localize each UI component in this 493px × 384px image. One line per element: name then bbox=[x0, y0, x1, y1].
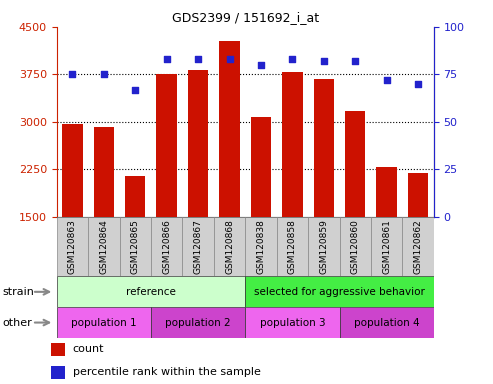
Text: GSM120868: GSM120868 bbox=[225, 219, 234, 274]
Bar bbox=[156, 74, 177, 217]
Point bbox=[383, 77, 390, 83]
Bar bbox=[282, 72, 303, 217]
Text: GSM120863: GSM120863 bbox=[68, 219, 77, 274]
Bar bbox=[377, 167, 397, 217]
Point bbox=[226, 56, 234, 62]
Bar bbox=[94, 127, 114, 217]
Bar bbox=[182, 217, 214, 276]
Bar bbox=[151, 307, 245, 338]
Bar bbox=[345, 111, 365, 217]
Text: population 3: population 3 bbox=[260, 318, 325, 328]
Text: GSM120867: GSM120867 bbox=[194, 219, 203, 274]
Text: reference: reference bbox=[126, 287, 176, 297]
Text: population 2: population 2 bbox=[165, 318, 231, 328]
Bar bbox=[277, 217, 308, 276]
Bar bbox=[62, 124, 83, 217]
Bar bbox=[188, 70, 209, 217]
Point bbox=[414, 81, 422, 87]
Text: strain: strain bbox=[2, 287, 35, 297]
Text: GSM120864: GSM120864 bbox=[99, 219, 108, 274]
Bar bbox=[314, 79, 334, 217]
Bar bbox=[245, 217, 277, 276]
Point bbox=[257, 62, 265, 68]
Point bbox=[320, 58, 328, 64]
Text: GSM120862: GSM120862 bbox=[414, 219, 423, 274]
Text: GSM120838: GSM120838 bbox=[256, 219, 266, 274]
Bar bbox=[57, 307, 151, 338]
Bar bbox=[308, 217, 340, 276]
Point bbox=[100, 71, 108, 78]
Text: GSM120859: GSM120859 bbox=[319, 219, 328, 274]
Text: GSM120861: GSM120861 bbox=[382, 219, 391, 274]
Bar bbox=[245, 276, 434, 307]
Bar bbox=[219, 41, 240, 217]
Text: population 1: population 1 bbox=[71, 318, 137, 328]
Bar bbox=[88, 217, 119, 276]
Bar bbox=[245, 307, 340, 338]
Text: GSM120860: GSM120860 bbox=[351, 219, 360, 274]
Bar bbox=[402, 217, 434, 276]
Point bbox=[131, 86, 139, 93]
Text: other: other bbox=[2, 318, 32, 328]
Text: count: count bbox=[73, 344, 104, 354]
Text: percentile rank within the sample: percentile rank within the sample bbox=[73, 367, 261, 377]
Text: GSM120866: GSM120866 bbox=[162, 219, 171, 274]
Bar bbox=[251, 118, 271, 217]
Bar bbox=[50, 366, 65, 379]
Bar bbox=[340, 307, 434, 338]
Bar bbox=[408, 173, 428, 217]
Text: GSM120858: GSM120858 bbox=[288, 219, 297, 274]
Bar bbox=[50, 343, 65, 356]
Title: GDS2399 / 151692_i_at: GDS2399 / 151692_i_at bbox=[172, 11, 319, 24]
Bar bbox=[340, 217, 371, 276]
Text: selected for aggressive behavior: selected for aggressive behavior bbox=[254, 287, 425, 297]
Bar bbox=[151, 217, 182, 276]
Text: population 4: population 4 bbox=[354, 318, 420, 328]
Bar bbox=[125, 176, 145, 217]
Point bbox=[288, 56, 296, 62]
Bar bbox=[214, 217, 246, 276]
Point bbox=[352, 58, 359, 64]
Point bbox=[194, 56, 202, 62]
Point bbox=[69, 71, 76, 78]
Bar bbox=[119, 217, 151, 276]
Bar bbox=[371, 217, 402, 276]
Point bbox=[163, 56, 171, 62]
Text: GSM120865: GSM120865 bbox=[131, 219, 140, 274]
Bar bbox=[57, 276, 245, 307]
Bar bbox=[57, 217, 88, 276]
